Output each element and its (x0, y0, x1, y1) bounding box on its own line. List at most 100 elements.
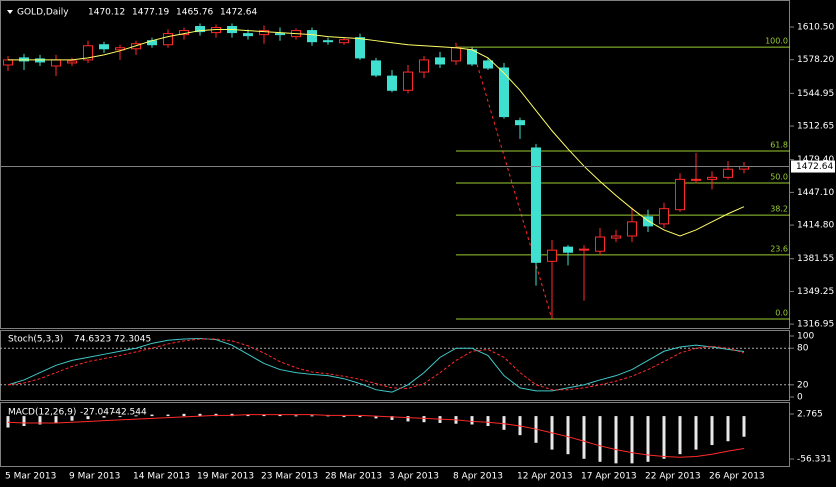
y-tick-label: 1578.20 (797, 55, 834, 65)
macd-bar (54, 416, 58, 423)
macd-bar (646, 416, 650, 462)
macd-bar (582, 416, 586, 459)
macd-bar (6, 416, 10, 428)
candle-body (243, 33, 253, 37)
candle-body (403, 71, 413, 91)
candle-body (579, 248, 589, 251)
macd-bar (630, 416, 634, 464)
x-tick-label: 3 Apr 2013 (389, 472, 439, 482)
x-tick-label: 14 Mar 2013 (133, 472, 190, 482)
candle-body (611, 235, 621, 239)
macd-bar (422, 416, 426, 423)
candle-body (35, 58, 45, 63)
fib-trendline (471, 46, 553, 320)
candle-body (675, 178, 685, 211)
menu-triangle[interactable] (7, 10, 13, 14)
macd-bar (358, 416, 362, 418)
signal-line (7, 414, 745, 458)
y-tick-label: 1381.55 (797, 254, 834, 264)
indicator-value: -42.544 (112, 408, 147, 418)
macd-bar (598, 416, 602, 462)
stoch-line (7, 338, 745, 391)
x-tick-label: 5 Mar 2013 (5, 472, 56, 482)
candle-body (275, 33, 285, 36)
candle-body (691, 178, 701, 181)
macd-bar (614, 416, 618, 464)
candle-body (339, 39, 349, 44)
candle-body (51, 59, 61, 67)
macd-bar (134, 415, 138, 417)
indicator-value: 72.3045 (114, 335, 151, 345)
x-tick-label: 23 Mar 2013 (261, 472, 318, 482)
candle-body (115, 47, 125, 51)
candle-body (83, 45, 93, 61)
macd-bar (22, 416, 26, 427)
y-tick-label: 1610.50 (797, 23, 834, 33)
candle-body (67, 60, 77, 64)
fib-label: 23.6 (770, 244, 788, 253)
fib-label: 61.8 (770, 140, 788, 149)
macd-bar (246, 414, 250, 417)
candle-body (419, 59, 429, 73)
macd-bar (262, 414, 266, 417)
macd-bar (86, 416, 90, 420)
indicator-title: Stoch(5,3,3) (8, 335, 63, 345)
macd-bar (502, 416, 506, 430)
macd-bar (486, 416, 490, 427)
candle-body (531, 147, 541, 263)
macd-bar (182, 413, 186, 417)
bid-box (791, 160, 835, 173)
macd-bar (70, 416, 74, 421)
macd-bar (38, 416, 42, 425)
y-tick-label: 20 (797, 380, 809, 390)
candle-body (259, 30, 269, 36)
x-tick-label: 22 Apr 2013 (645, 472, 701, 482)
header-open: 1470.12 (88, 8, 125, 18)
macd-bar (102, 416, 106, 418)
candle-body (707, 176, 717, 180)
indicator-value: 74.6323 (74, 335, 111, 345)
macd-bar (742, 416, 746, 437)
fib-label: 38.2 (770, 205, 788, 214)
macd-bar (342, 416, 346, 418)
macd-bar (710, 416, 714, 446)
candle-body (307, 30, 317, 43)
bid-label: 1472.64 (796, 162, 833, 172)
header-close: 1472.64 (220, 8, 257, 18)
main-frame (0, 0, 790, 329)
macd-bar (294, 415, 298, 417)
candle-body (355, 37, 365, 59)
x-tick-label: 17 Apr 2013 (581, 472, 637, 482)
stoch-line (7, 337, 745, 393)
candle-body (435, 57, 445, 65)
candle-body (547, 249, 557, 262)
candle-body (659, 208, 669, 225)
moving-average (8, 29, 745, 237)
macd-bar (694, 416, 698, 450)
fib-label: 50.0 (770, 173, 788, 182)
candle-body (19, 57, 29, 62)
stoch-frame (0, 330, 790, 401)
fib-label: 100.0 (765, 37, 788, 46)
candle-body (563, 246, 573, 253)
y-tick-label: 100 (797, 332, 814, 342)
candle-body (323, 40, 333, 43)
indicator-title: MACD(12,26,9) (8, 408, 76, 418)
symbol: GOLD,Daily (17, 8, 69, 18)
macd-bar (150, 414, 154, 417)
indicator-value: -27.047 (80, 408, 115, 418)
header-low: 1465.76 (176, 8, 213, 18)
macd-bar (374, 416, 378, 419)
candle-body (371, 60, 381, 76)
candle-body (515, 120, 525, 126)
y-tick-label: 1544.95 (797, 89, 834, 99)
macd-frame (0, 402, 790, 467)
macd-bar (470, 416, 474, 425)
candle-body (99, 44, 109, 50)
candle-body (483, 60, 493, 69)
candle-body (627, 221, 637, 237)
macd-bar (406, 416, 410, 422)
